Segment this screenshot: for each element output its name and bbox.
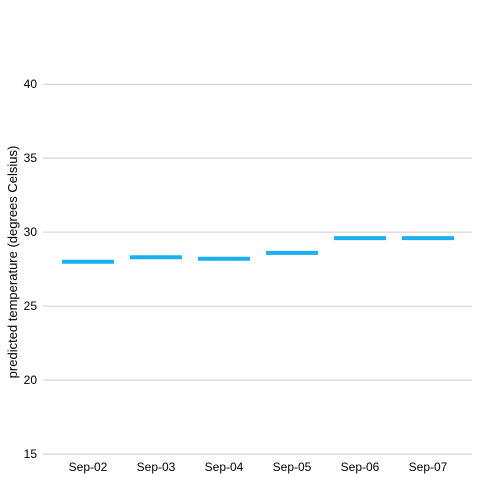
x-axis-ticks: Sep-02 Sep-03 Sep-04 Sep-05 Sep-06 Sep-07 bbox=[69, 460, 448, 474]
y-tick-label: 15 bbox=[24, 447, 38, 461]
y-tick-label: 25 bbox=[24, 299, 38, 313]
y-tick-label: 20 bbox=[24, 373, 38, 387]
x-tick-label: Sep-04 bbox=[205, 460, 244, 474]
data-marks bbox=[62, 236, 454, 264]
x-tick-label: Sep-07 bbox=[409, 460, 448, 474]
y-tick-label: 35 bbox=[24, 151, 38, 165]
y-tick-label: 30 bbox=[24, 225, 38, 239]
x-tick-label: Sep-02 bbox=[69, 460, 108, 474]
gridlines bbox=[43, 83, 472, 455]
y-tick-label: 40 bbox=[24, 77, 38, 91]
y-axis-ticks: 15 20 25 30 35 40 bbox=[24, 77, 38, 461]
x-tick-label: Sep-05 bbox=[273, 460, 312, 474]
x-tick-label: Sep-03 bbox=[137, 460, 176, 474]
x-tick-label: Sep-06 bbox=[341, 460, 380, 474]
y-axis-title: predicted temperature (degrees Celsius) bbox=[5, 146, 20, 379]
